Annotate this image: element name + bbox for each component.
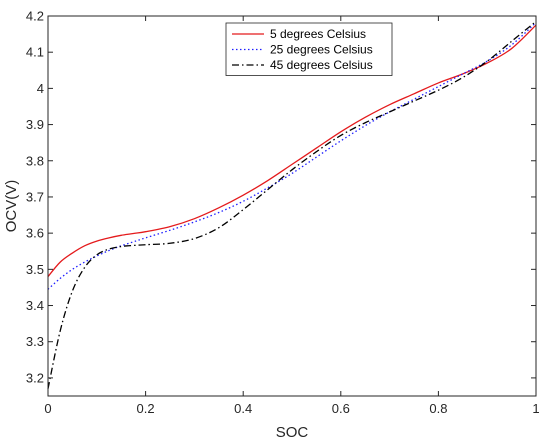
x-tick-label: 0.4 xyxy=(234,401,252,416)
y-tick-label: 3.4 xyxy=(26,298,44,313)
y-tick-label: 3.7 xyxy=(26,189,44,204)
x-tick-label: 0.2 xyxy=(137,401,155,416)
y-tick-label: 3.9 xyxy=(26,117,44,132)
legend-label-2: 25 degrees Celsius xyxy=(270,43,373,57)
y-tick-label: 4.1 xyxy=(26,45,44,60)
x-tick-label: 1 xyxy=(532,401,539,416)
series-line-3 xyxy=(47,20,537,389)
x-tick-label: 0.8 xyxy=(429,401,447,416)
legend-box xyxy=(225,22,393,76)
y-tick-label: 3.2 xyxy=(26,370,44,385)
series-layer xyxy=(47,20,537,389)
y-tick-label: 3.6 xyxy=(26,226,44,241)
x-tick-label: 0.6 xyxy=(332,401,350,416)
axes-layer xyxy=(47,15,537,397)
x-axis-label: SOC xyxy=(276,424,309,441)
y-tick-label: 4 xyxy=(37,81,44,96)
series-line-1 xyxy=(47,24,537,277)
y-tick-label: 3.3 xyxy=(26,334,44,349)
y-axis-label: OCV(V) xyxy=(3,180,20,233)
axes-box xyxy=(47,15,537,397)
legend-label-3: 45 degrees Celsius xyxy=(270,58,373,72)
y-tick-label: 3.5 xyxy=(26,262,44,277)
plot-area xyxy=(48,16,536,396)
x-tick-label: 0 xyxy=(44,401,51,416)
legend-label-1: 5 degrees Celsius xyxy=(270,27,366,41)
y-tick-label: 3.8 xyxy=(26,153,44,168)
y-tick-label: 4.2 xyxy=(26,9,44,24)
ticks-layer: 0 0.2 0.4 0.6 0.8 1 3.2 3.3 3.4 3.5 3.6 3.7 3.8 3.9 4 4… xyxy=(26,9,540,417)
